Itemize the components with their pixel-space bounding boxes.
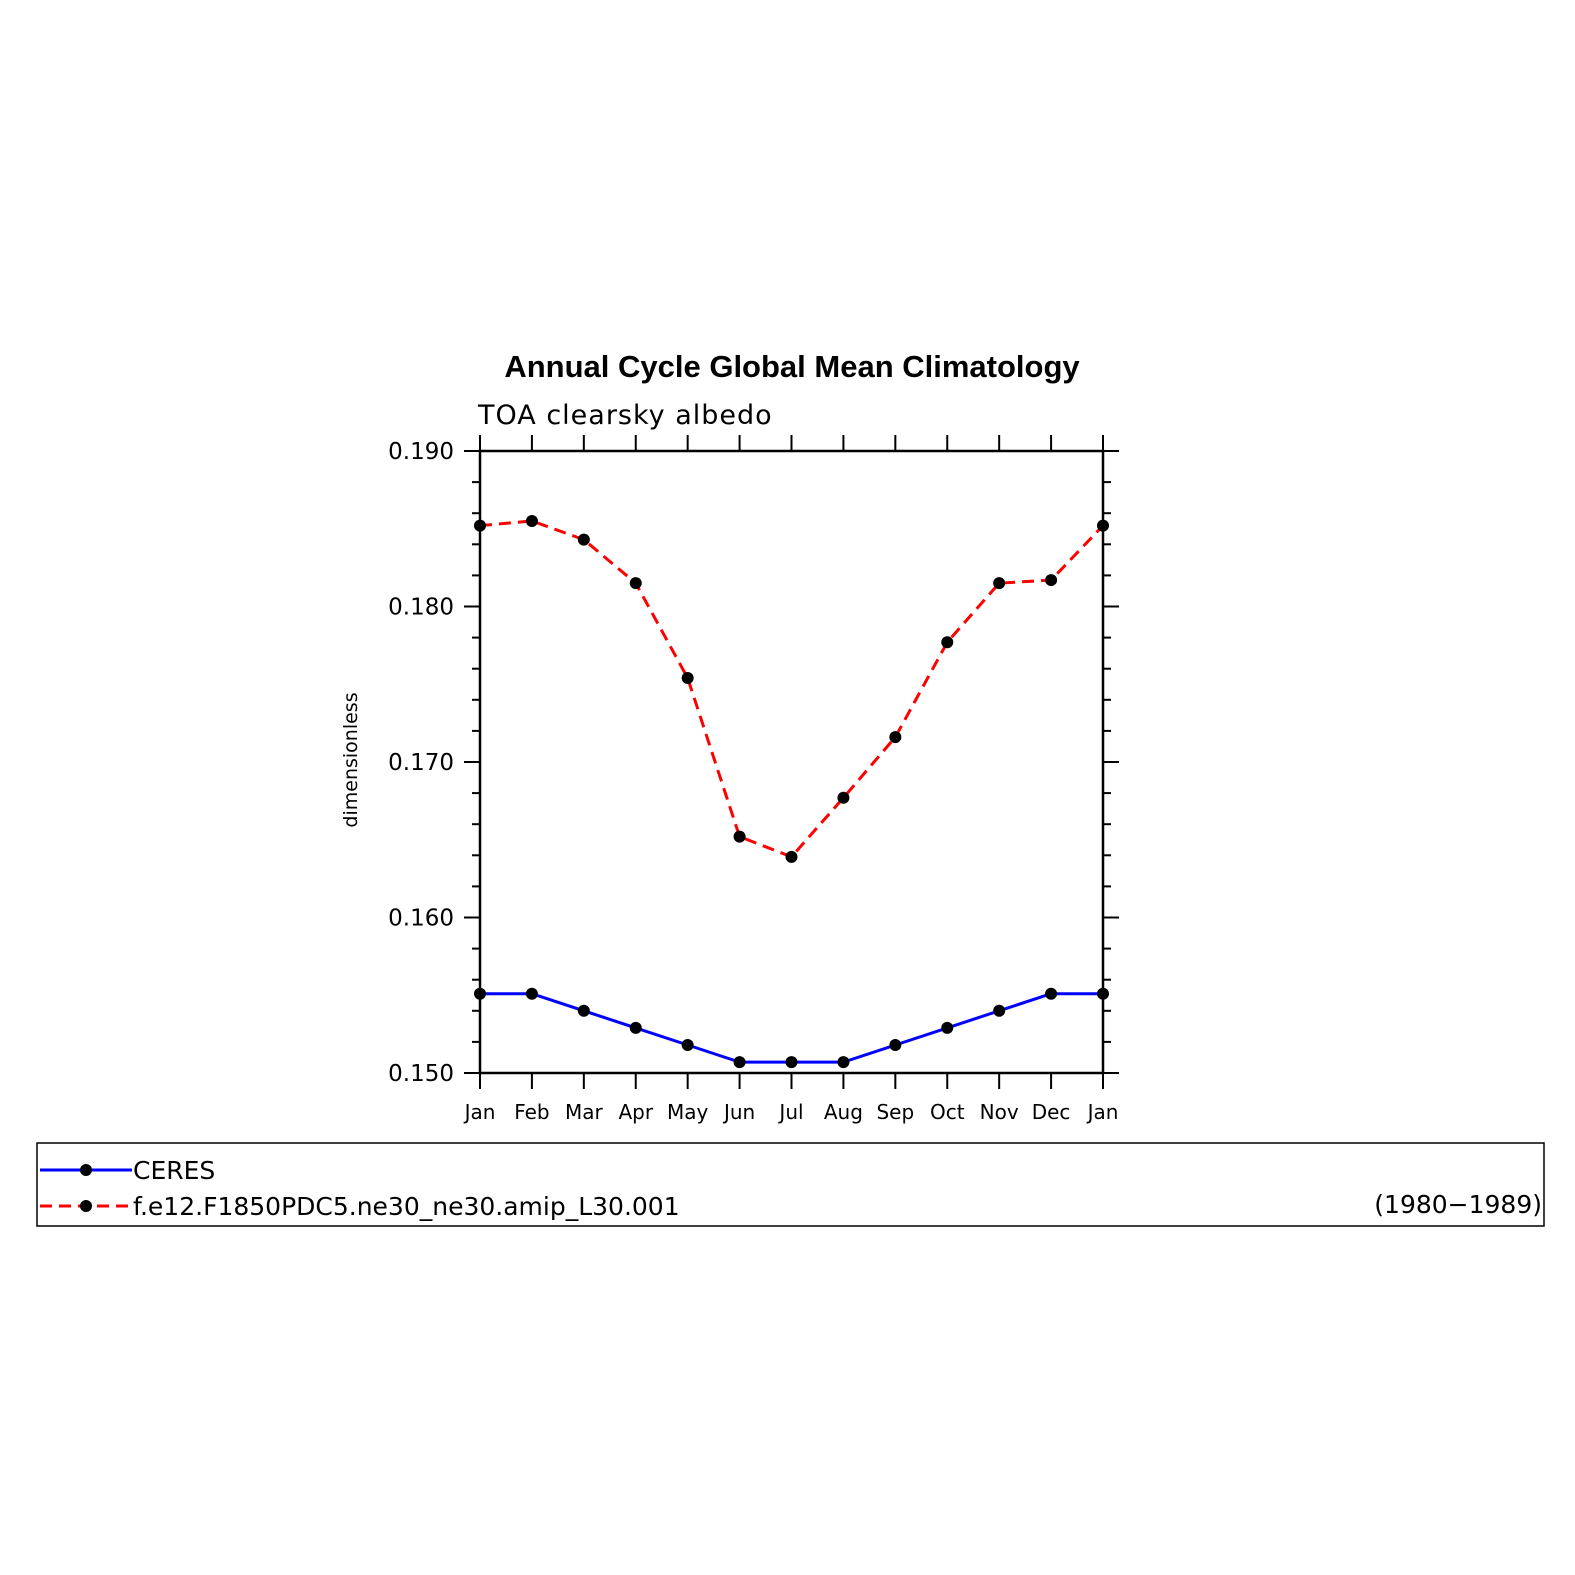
- series-2-point: [577, 533, 590, 546]
- x-tick-label: Oct: [930, 1100, 965, 1124]
- legend-label-1: CERES: [133, 1156, 215, 1185]
- legend: (1980−1989) CERES f.e12.F1850PDC5.ne30_ne…: [36, 1142, 1545, 1227]
- x-tick-label: Jul: [777, 1100, 803, 1124]
- x-tick-label: Dec: [1032, 1100, 1071, 1124]
- series-2-point: [474, 519, 486, 532]
- y-tick-label: 0.180: [388, 595, 454, 621]
- x-tick-label: Sep: [876, 1100, 914, 1124]
- series-1-point: [474, 987, 486, 1000]
- x-tick-label: Mar: [565, 1100, 604, 1124]
- chart-title: Annual Cycle Global Mean Climatology: [504, 349, 1080, 384]
- series-1-point: [889, 1039, 902, 1052]
- legend-box: [36, 1142, 1545, 1227]
- series-1-point: [837, 1056, 850, 1069]
- chart-subtitle: TOA clearsky albedo: [477, 400, 773, 431]
- x-tick-label: May: [667, 1100, 709, 1124]
- series-1-point: [525, 987, 538, 1000]
- plot-frame: [478, 449, 1105, 1075]
- tick-marks: [464, 435, 1119, 1089]
- series-1-point: [681, 1039, 694, 1052]
- y-tick-label: 0.150: [388, 1061, 454, 1087]
- series-line-2: [479, 519, 1105, 859]
- x-tick-label: Jan: [1086, 1100, 1119, 1124]
- series-line-1: [480, 992, 1103, 1064]
- series-1-point: [993, 1004, 1006, 1017]
- x-tick-label: Nov: [980, 1100, 1019, 1124]
- series-2-point: [837, 791, 850, 804]
- y-tick-label: 0.190: [388, 439, 454, 465]
- y-tick-label: 0.160: [388, 906, 454, 932]
- series-1-point: [1045, 987, 1058, 1000]
- series-2-point: [629, 577, 642, 590]
- legend-years: (1980−1989): [1374, 1190, 1542, 1219]
- legend-swatch-marker-1: [80, 1164, 92, 1176]
- series-2-point: [1045, 574, 1058, 587]
- x-tick-label: Jan: [463, 1100, 496, 1124]
- series-2-point: [941, 636, 954, 649]
- x-tick-label: Aug: [824, 1100, 863, 1124]
- series-1-point: [733, 1056, 746, 1069]
- series-2-point: [785, 850, 798, 863]
- series-1-point: [785, 1056, 798, 1069]
- series-1-point: [941, 1021, 954, 1034]
- series-1-point: [577, 1004, 590, 1017]
- series-2-point: [889, 731, 902, 744]
- series-1-point: [629, 1021, 642, 1034]
- series-1-point: [1097, 987, 1109, 1000]
- y-tick-label: 0.170: [388, 750, 454, 776]
- x-tick-label: Feb: [514, 1100, 549, 1124]
- axes: 0.150 0.160 0.170 0.180 0.190 Jan Feb Mar Apr May…: [388, 435, 1119, 1124]
- legend-swatch-marker-2: [80, 1200, 92, 1212]
- series-2-point: [525, 514, 538, 527]
- series-2-point: [993, 577, 1006, 590]
- series-2-point: [1097, 519, 1109, 532]
- series-2-point: [733, 830, 746, 843]
- x-tick-label: Apr: [618, 1100, 653, 1124]
- series-2-point: [681, 672, 694, 685]
- series-layer: [474, 514, 1109, 1069]
- y-axis-label: dimensionless: [340, 692, 362, 827]
- legend-label-2: f.e12.F1850PDC5.ne30_ne30.amip_L30.001: [133, 1192, 680, 1221]
- x-tick-label: Jun: [722, 1100, 755, 1124]
